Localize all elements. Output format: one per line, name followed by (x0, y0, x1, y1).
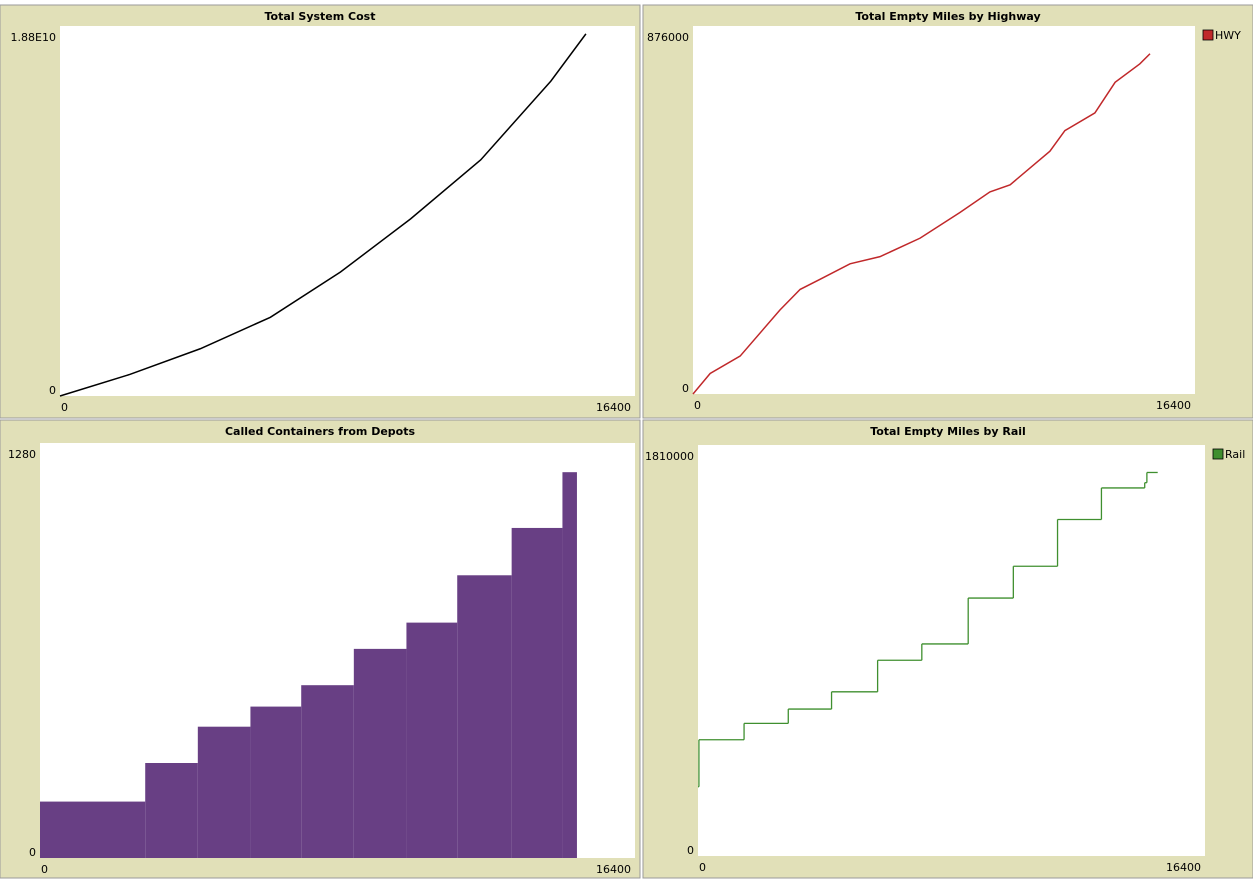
legend-swatch (1202, 29, 1214, 41)
plot-title: Called Containers from Depots (225, 425, 416, 438)
legend-label: Rail (1225, 448, 1245, 461)
histogram-bar (562, 472, 577, 858)
histogram-bar (457, 575, 512, 858)
y-tick-label: 1280 (8, 448, 36, 461)
histogram-bar (353, 648, 407, 858)
y-tick-label: 0 (687, 844, 694, 857)
y-tick-label: 0 (682, 382, 689, 395)
x-tick-label: 0 (41, 863, 48, 876)
x-tick-label: 16400 (1156, 399, 1191, 412)
data-line (59, 33, 587, 397)
x-tick-label: 16400 (596, 863, 631, 876)
histogram-bar (301, 685, 354, 858)
plot-title: Total System Cost (265, 10, 376, 23)
histogram-bar (511, 527, 563, 858)
legend-label: HWY (1215, 29, 1241, 42)
plot-title: Total Empty Miles by Rail (870, 425, 1026, 438)
y-tick-label: 876000 (647, 31, 689, 44)
x-tick-label: 16400 (596, 401, 631, 414)
x-tick-label: 0 (699, 861, 706, 874)
plot-area (698, 445, 1205, 856)
data-line (692, 53, 1151, 395)
plot-area (60, 26, 635, 396)
x-tick-label: 0 (694, 399, 701, 412)
legend-swatch (1212, 448, 1224, 460)
histogram-bar (40, 801, 146, 858)
plot-title: Total Empty Miles by Highway (855, 10, 1040, 23)
x-tick-label: 16400 (1166, 861, 1201, 874)
y-tick-label: 1.88E10 (11, 31, 56, 44)
histogram-bar (406, 622, 458, 858)
histogram-bar (197, 726, 251, 858)
histogram-bar (145, 763, 198, 858)
histogram-bar (250, 706, 302, 858)
plot-area (693, 26, 1195, 394)
x-tick-label: 0 (61, 401, 68, 414)
y-tick-label: 1810000 (645, 450, 694, 463)
y-tick-label: 0 (49, 384, 56, 397)
y-tick-label: 0 (29, 846, 36, 859)
